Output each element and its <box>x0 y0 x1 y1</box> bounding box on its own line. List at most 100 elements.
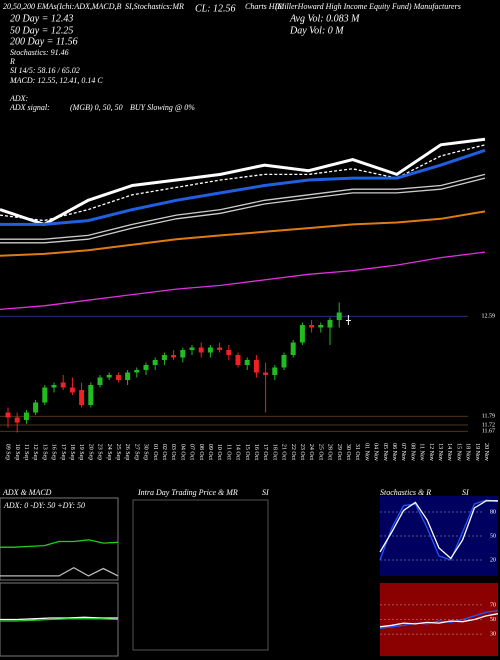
x-tick-label: 07 Nov <box>400 443 406 461</box>
x-tick-label: 13 Nov <box>437 443 443 461</box>
x-tick-label: 03 Oct <box>170 444 176 460</box>
candle-body <box>290 342 296 355</box>
x-tick-label: 10 Oct <box>216 444 222 460</box>
candle-body <box>171 355 177 358</box>
panel-title: ADX & MACD <box>2 488 52 497</box>
panel-frame <box>0 497 119 581</box>
y-tick-label: 50 <box>490 617 496 623</box>
ema: 50 Day = 12.25 <box>10 25 73 36</box>
y-tick-label: 50 <box>490 533 496 539</box>
candle-body <box>42 387 48 403</box>
x-tick-label: 30 Oct <box>345 444 351 460</box>
vol: Avg Vol: 0.083 M <box>289 13 360 24</box>
candle-body <box>272 367 278 375</box>
series-line <box>0 616 118 621</box>
x-tick-label: 14 Nov <box>446 443 452 461</box>
x-tick-label: 30 Sep <box>143 444 149 461</box>
series-line <box>0 618 119 622</box>
panel-title: SI <box>462 488 469 497</box>
series-line <box>0 148 486 226</box>
y-tick-label: 11.67 <box>482 429 495 435</box>
ema: 20 Day = 12.43 <box>10 13 73 24</box>
x-tick-label: 27 Sep <box>133 444 139 461</box>
y-tick-label: 80 <box>490 509 496 515</box>
candle-body <box>79 390 85 405</box>
candle-body <box>318 325 324 328</box>
panel-title: SI <box>262 488 269 497</box>
x-tick-label: 29 Oct <box>336 444 342 460</box>
x-tick-label: 19 Sep <box>78 444 84 461</box>
candle-body <box>327 320 333 328</box>
x-tick-label: 04 Oct <box>179 444 185 460</box>
x-tick-label: 04 Nov <box>373 443 379 461</box>
series-line <box>379 499 499 561</box>
x-tick-label: 17 Oct <box>262 444 268 460</box>
x-tick-label: 12 Sep <box>32 444 38 461</box>
y-tick-label: 11.72 <box>482 422 495 428</box>
candle-body <box>299 325 305 343</box>
stat: BUY Slowing @ 0% <box>130 103 195 112</box>
y-tick-label: 12.59 <box>482 314 496 320</box>
adx-values: ADX: 0 -DY: 50 +DY: 50 <box>3 501 85 510</box>
series-line <box>0 566 119 577</box>
candle-body <box>97 377 103 385</box>
candle-body <box>161 355 167 360</box>
candle-body <box>244 360 250 365</box>
x-tick-label: 15 Oct <box>244 444 250 460</box>
x-tick-label: 31 Oct <box>354 444 360 460</box>
series-line <box>0 539 119 548</box>
name: (MillerHoward High Income Equity Fund) M… <box>275 2 461 11</box>
x-tick-label: 23 Sep <box>97 444 103 461</box>
x-tick-label: 02 Oct <box>161 444 167 460</box>
x-tick-label: 13 Sep <box>41 444 47 461</box>
panel-bg <box>380 583 498 656</box>
candle-body <box>336 312 342 320</box>
x-tick-label: 17 Sep <box>60 444 66 461</box>
x-tick-label: 21 Oct <box>281 444 287 460</box>
x-tick-label: 24 Sep <box>106 444 112 461</box>
candle-body <box>263 372 269 375</box>
x-tick-label: 28 Oct <box>327 444 333 460</box>
x-tick-label: 25 Oct <box>317 444 323 460</box>
x-tick-label: 18 Nov <box>465 443 471 461</box>
x-tick-label: 15 Nov <box>455 443 461 461</box>
x-tick-label: 25 Sep <box>115 444 121 461</box>
x-tick-label: 12 Nov <box>428 443 434 461</box>
symbol: Charts HIE <box>245 2 282 11</box>
stat: ADX: <box>9 94 29 103</box>
candle-body <box>217 347 223 350</box>
candle-body <box>5 412 11 418</box>
candle-body <box>281 355 287 368</box>
x-tick-label: 07 Oct <box>189 444 195 460</box>
candle-body <box>345 320 351 321</box>
x-tick-label: 09 Sep <box>5 444 11 461</box>
y-tick-label: 70 <box>490 602 496 608</box>
y-tick-label: 30 <box>490 631 496 637</box>
candle-body <box>106 375 112 378</box>
series-line <box>0 177 486 244</box>
x-tick-label: 06 Nov <box>391 443 397 461</box>
x-tick-label: 10 Sep <box>14 444 20 461</box>
candle-body <box>23 412 29 420</box>
series-line <box>0 137 486 227</box>
header-text: 20,50,200 EMAs(Ichi:ADX,MACD,B <box>3 2 122 11</box>
x-tick-label: 09 Oct <box>207 444 213 460</box>
stat: SI 14/5: 58.16 / 65.02 <box>10 66 80 75</box>
x-tick-label: 19 Nov <box>474 443 480 461</box>
y-tick-label: 11.79 <box>482 414 495 420</box>
panel-title: Stochastics & R <box>380 488 431 497</box>
series-line <box>379 500 498 560</box>
stat: ADX signal: <box>9 103 50 112</box>
x-tick-label: 26 Sep <box>124 444 130 461</box>
x-tick-label: 14 Oct <box>235 444 241 460</box>
header-text: SI,Stochastics:MR <box>125 2 184 11</box>
x-tick-label: 08 Oct <box>198 444 204 460</box>
panel-bg <box>380 496 498 576</box>
candle-body <box>69 387 75 393</box>
candle-body <box>189 347 195 350</box>
x-tick-label: 22 Oct <box>290 444 296 460</box>
x-tick-label: 18 Sep <box>69 444 75 461</box>
candle-body <box>33 402 39 413</box>
candle-body <box>115 375 121 380</box>
